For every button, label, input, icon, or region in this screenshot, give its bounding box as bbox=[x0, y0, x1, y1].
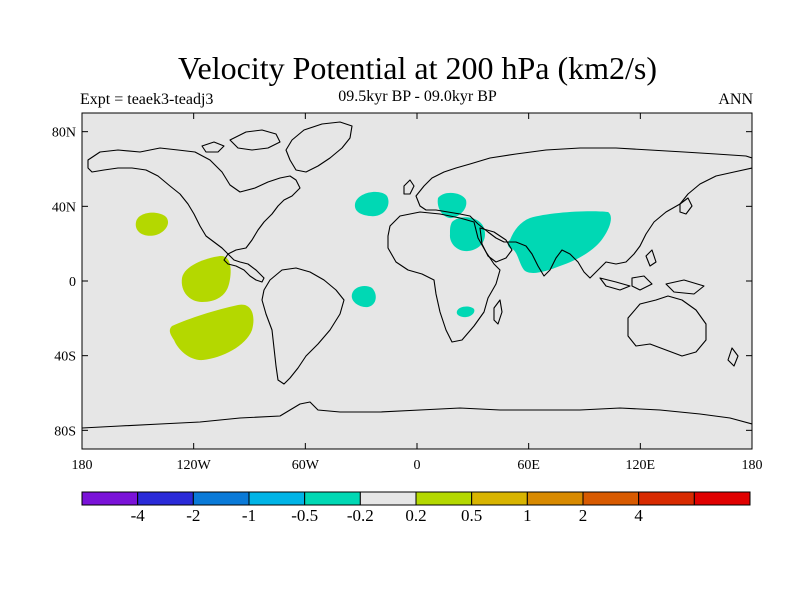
coastline-south-america bbox=[261, 267, 345, 385]
latitude-axis: 80N 40N 0 40S 80S bbox=[52, 126, 752, 439]
coastline-africa bbox=[387, 211, 501, 343]
experiment-label: Expt = teaek3-teadj3 bbox=[80, 91, 214, 108]
colorbar-swatch bbox=[693, 491, 751, 506]
coastline-british-isles bbox=[403, 179, 415, 195]
coastline-new-zealand bbox=[727, 347, 739, 367]
lon-tick-label: 60E bbox=[517, 458, 540, 473]
colorbar-swatch bbox=[359, 491, 417, 506]
colorbar: -4 -2 -1 -0.5 -0.2 0.2 0.5 1 2 4 bbox=[81, 491, 751, 525]
lon-tick-label: 120W bbox=[177, 458, 212, 473]
colorbar-swatch bbox=[415, 491, 473, 506]
colorbar-swatch bbox=[137, 491, 194, 506]
colorbar-label: -2 bbox=[186, 506, 200, 525]
longitude-axis: 180 120W 60W 0 60E 120E 180 bbox=[72, 113, 763, 473]
map-title: Velocity Potential at 200 hPa (km2/s) bbox=[177, 50, 658, 86]
anomaly-region-positive bbox=[135, 212, 169, 236]
colorbar-label: 0.2 bbox=[405, 506, 426, 525]
coastline-maritime-continent bbox=[599, 277, 631, 291]
lon-tick-label: 120E bbox=[626, 458, 656, 473]
colorbar-label: -4 bbox=[131, 506, 146, 525]
lon-tick-label: 180 bbox=[72, 458, 93, 473]
coastline-antarctica bbox=[82, 401, 752, 429]
colorbar-label: 2 bbox=[579, 506, 588, 525]
lat-tick-label: 40S bbox=[54, 350, 76, 365]
season-label: ANN bbox=[718, 91, 753, 108]
anomaly-region-negative bbox=[456, 306, 475, 318]
coastline-philippines bbox=[645, 249, 657, 267]
coastline-australia bbox=[627, 295, 707, 357]
coastline-arabia bbox=[479, 227, 513, 263]
colorbar-swatch bbox=[582, 491, 640, 506]
lat-tick-label: 0 bbox=[69, 275, 76, 290]
coastline-arctic-islands bbox=[201, 141, 225, 153]
coastlines bbox=[82, 121, 752, 429]
colorbar-label: -1 bbox=[242, 506, 256, 525]
coastline-maritime-continent bbox=[665, 279, 705, 295]
colorbar-label: -0.2 bbox=[347, 506, 374, 525]
coastline-maritime-continent bbox=[631, 275, 653, 291]
lat-tick-label: 80S bbox=[54, 424, 76, 439]
lat-tick-label: 80N bbox=[52, 126, 76, 141]
colorbar-swatch bbox=[248, 491, 306, 506]
time-period-subtitle: 09.5kyr BP - 09.0kyr BP bbox=[338, 88, 497, 105]
anomaly-region-positive bbox=[169, 304, 254, 361]
anomaly-region-negative bbox=[351, 286, 376, 308]
anomaly-region-negative bbox=[449, 217, 486, 252]
lat-tick-label: 40N bbox=[52, 200, 76, 215]
colorbar-label: 0.5 bbox=[461, 506, 482, 525]
coastline-greenland bbox=[285, 121, 353, 173]
colorbar-label: -0.5 bbox=[291, 506, 318, 525]
colorbar-swatch bbox=[81, 491, 139, 506]
lon-tick-label: 180 bbox=[742, 458, 763, 473]
colorbar-swatch bbox=[304, 491, 361, 506]
colorbar-label: 4 bbox=[634, 506, 643, 525]
anomaly-region-negative bbox=[354, 191, 389, 217]
colorbar-swatch bbox=[192, 491, 250, 506]
coastline-eurasia bbox=[415, 147, 752, 279]
colorbar-swatch bbox=[526, 491, 584, 506]
lon-tick-label: 60W bbox=[292, 458, 320, 473]
lon-tick-label: 0 bbox=[414, 458, 421, 473]
colorbar-label: 1 bbox=[523, 506, 532, 525]
coastline-north-america bbox=[87, 147, 301, 283]
coastline-madagascar bbox=[493, 299, 503, 325]
anomaly-region-positive bbox=[181, 255, 231, 302]
colorbar-swatch bbox=[638, 491, 695, 506]
colorbar-swatch bbox=[471, 491, 528, 506]
coastline-arctic-islands bbox=[229, 129, 281, 151]
coastline-japan bbox=[679, 197, 693, 215]
